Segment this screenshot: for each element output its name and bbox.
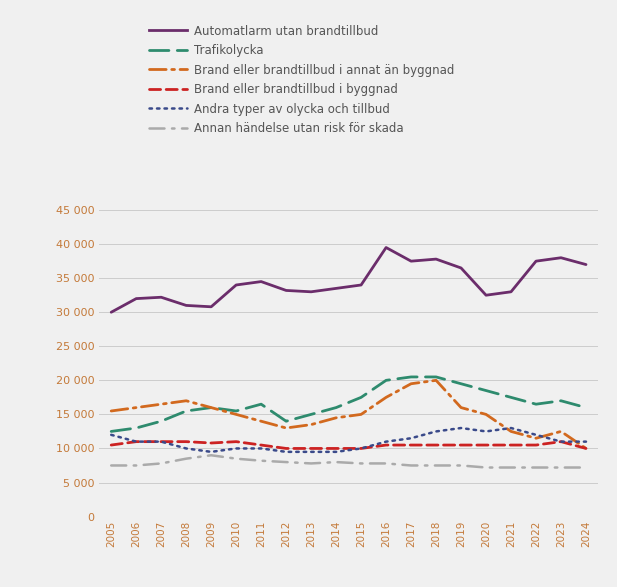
- Legend: Automatlarm utan brandtillbud, Trafikolycka, Brand eller brandtillbud i annat än: Automatlarm utan brandtillbud, Trafikoly…: [144, 20, 459, 140]
